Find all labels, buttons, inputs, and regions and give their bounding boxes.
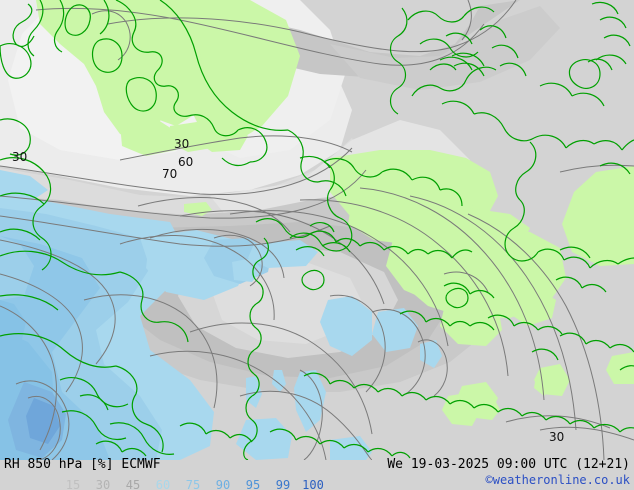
scale-value-60: 60 [155, 478, 171, 490]
coastlines-and-borders [0, 0, 634, 460]
contour-label: 70 [162, 167, 178, 181]
chart-title: RH 850 hPa [%] ECMWF [4, 457, 161, 472]
map-svg [0, 0, 634, 460]
scale-value-95: 95 [245, 478, 261, 490]
contour-label: 30 [174, 137, 190, 151]
eastern-region-outline [559, 162, 631, 259]
scale-value-100: 100 [302, 478, 324, 490]
scale-value-30: 30 [95, 478, 111, 490]
contour-label: 30 [549, 430, 565, 444]
scale-value-99: 99 [275, 478, 291, 490]
map-footer: RH 850 hPa [%] ECMWF We 19-03-2025 09:00… [0, 455, 634, 490]
contour-label: 60 [178, 155, 194, 169]
contour-label: 30 [12, 150, 28, 164]
contour-lines [0, 0, 634, 460]
color-scale-legend: 15 30 45 60 75 90 95 99 100 [58, 474, 328, 490]
copyright-link[interactable]: ©weatheronline.co.uk [485, 473, 631, 487]
scale-value-45: 45 [125, 478, 141, 490]
scale-value-90: 90 [215, 478, 231, 490]
run-valid-time: We 19-03-2025 09:00 UTC (12+21) [387, 457, 630, 472]
weather-map-canvas[interactable]: 30 30 60 70 30 [0, 0, 634, 460]
scale-value-75: 75 [185, 478, 201, 490]
scale-value-15: 15 [65, 478, 81, 490]
